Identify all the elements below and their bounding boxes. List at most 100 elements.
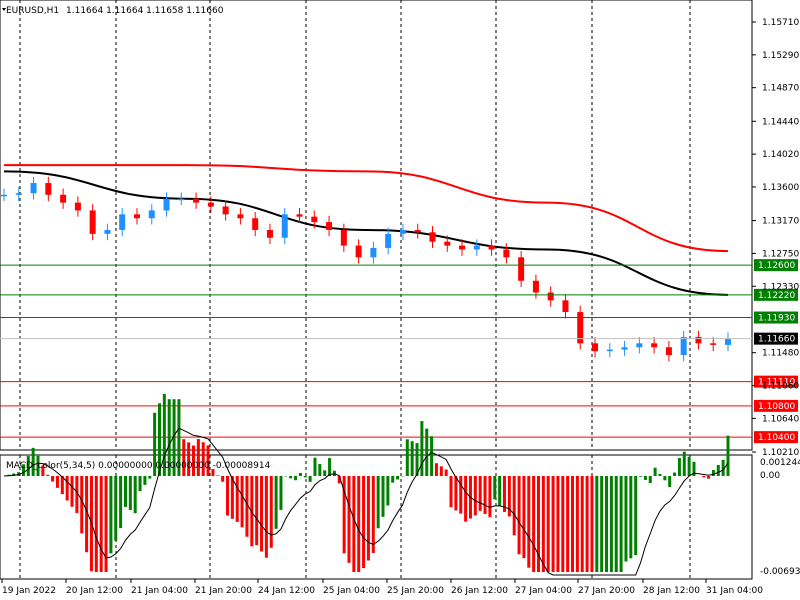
candle[interactable] — [60, 194, 67, 203]
macd-bar — [605, 476, 609, 572]
macd-bar — [21, 464, 25, 476]
candle[interactable] — [148, 210, 155, 219]
time-label: 19 Jan 2022 — [2, 586, 56, 596]
macd-bar — [157, 403, 161, 476]
candle[interactable] — [119, 214, 126, 230]
candle[interactable] — [178, 198, 185, 201]
candle[interactable] — [266, 229, 273, 238]
candle[interactable] — [473, 245, 480, 250]
candle[interactable] — [1, 194, 7, 197]
candlestick-series[interactable] — [1, 176, 731, 362]
candle[interactable] — [326, 222, 333, 230]
macd-bar — [711, 470, 715, 476]
level-label: 1.11930 — [758, 314, 795, 324]
macd-bar — [668, 476, 672, 488]
candle[interactable] — [695, 337, 702, 344]
candle[interactable] — [296, 214, 303, 217]
candle[interactable] — [45, 183, 52, 195]
price-tick-label: 1.11480 — [762, 349, 799, 359]
macd-bar — [75, 476, 79, 514]
macd-bar — [624, 476, 628, 562]
candle[interactable] — [651, 343, 658, 348]
candle[interactable] — [680, 337, 687, 356]
candle[interactable] — [621, 347, 628, 350]
price-tick-label: 1.14020 — [762, 150, 799, 160]
macd-bar — [634, 476, 638, 556]
candle[interactable] — [592, 343, 599, 352]
macd-bar — [420, 421, 424, 476]
level-badge — [754, 259, 798, 272]
candle[interactable] — [340, 229, 347, 246]
macd-bar — [541, 476, 545, 572]
macd-bar — [313, 457, 317, 476]
candle[interactable] — [710, 343, 717, 345]
macd-bar — [31, 447, 35, 476]
level-label: 1.10800 — [758, 402, 795, 412]
candle[interactable] — [385, 233, 392, 248]
time-label: 20 Jan 12:00 — [66, 586, 123, 596]
macd-bar — [532, 476, 536, 572]
candle[interactable] — [725, 338, 731, 345]
candle[interactable] — [222, 206, 229, 215]
candle[interactable] — [488, 245, 495, 250]
candle[interactable] — [414, 229, 421, 233]
macd-bar — [721, 459, 725, 476]
macd-bar — [585, 476, 589, 572]
macd-bar — [323, 470, 327, 476]
candle[interactable] — [237, 214, 244, 219]
level-badge — [754, 399, 798, 412]
macd-bar — [36, 455, 40, 476]
candle[interactable] — [503, 249, 510, 258]
candle[interactable] — [532, 280, 539, 293]
macd-bar — [109, 476, 113, 554]
candle[interactable] — [193, 198, 200, 203]
macd-bar — [551, 476, 555, 572]
macd-bar — [609, 476, 613, 572]
candle[interactable] — [104, 229, 111, 234]
time-label: 24 Jan 12:00 — [258, 586, 315, 596]
triangle-down-icon[interactable] — [2, 8, 6, 11]
price-tick-label: 1.10640 — [762, 414, 799, 424]
price-tick-label: 1.12750 — [762, 249, 799, 259]
candle[interactable] — [636, 343, 643, 348]
candle[interactable] — [133, 214, 140, 219]
candle[interactable] — [444, 241, 451, 246]
macd-bar — [172, 399, 176, 476]
candle[interactable] — [15, 193, 22, 195]
price-tick-label: 1.13600 — [762, 183, 799, 193]
candle[interactable] — [459, 245, 466, 250]
macd-bar — [226, 476, 230, 516]
level-badge — [754, 332, 798, 345]
macd-bar — [46, 474, 50, 476]
macd-bar — [643, 476, 647, 480]
candle[interactable] — [207, 202, 214, 207]
candle[interactable] — [281, 214, 288, 238]
candle[interactable] — [562, 300, 569, 313]
candle[interactable] — [665, 347, 672, 356]
candle[interactable] — [606, 349, 613, 352]
candle[interactable] — [370, 247, 377, 258]
candle[interactable] — [547, 292, 554, 301]
time-label: 25 Jan 04:00 — [323, 586, 380, 596]
candle[interactable] — [74, 202, 81, 211]
macd-bar — [162, 393, 166, 476]
macd-bar — [434, 463, 438, 476]
macd-bar — [405, 439, 409, 476]
price-tick-label: 1.13170 — [762, 217, 799, 227]
macd-bar — [264, 476, 268, 558]
horizontal-levels[interactable]: 1.12600 1.12220 1.11930 1.11660 1.11110 1.108… — [0, 259, 798, 444]
candle[interactable] — [252, 218, 259, 230]
candle[interactable] — [311, 216, 318, 223]
candle[interactable] — [355, 245, 362, 258]
candle[interactable] — [30, 183, 37, 194]
level-badge — [754, 431, 798, 444]
candle[interactable] — [518, 257, 525, 281]
candle[interactable] — [89, 210, 96, 234]
macd-bar — [561, 476, 565, 572]
candle[interactable] — [577, 312, 584, 344]
macd-bar — [483, 476, 487, 514]
candle[interactable] — [399, 229, 406, 234]
candle[interactable] — [163, 198, 170, 211]
candle[interactable] — [429, 232, 436, 242]
